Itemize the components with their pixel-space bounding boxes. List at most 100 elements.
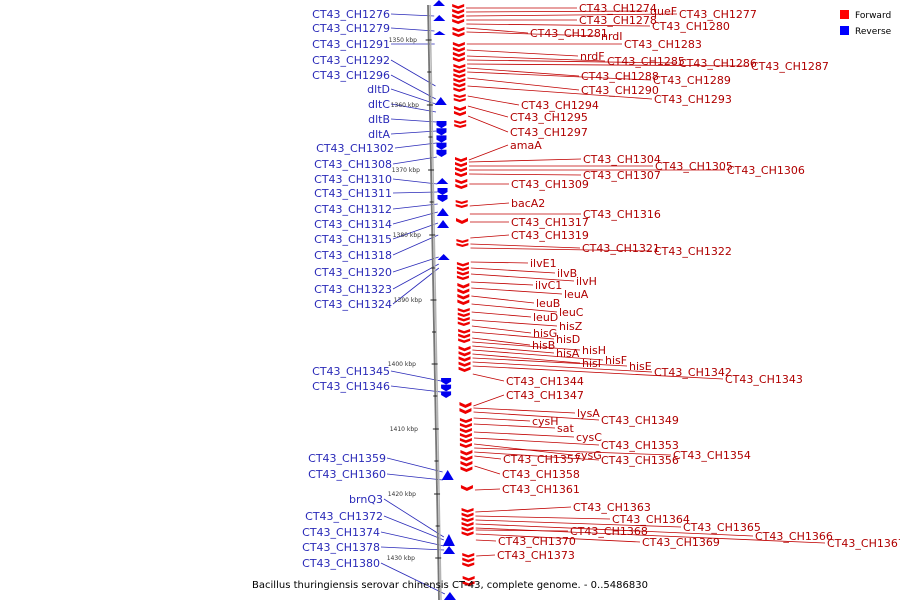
forward-gene-label: CT43_CH1317 — [511, 216, 589, 229]
forward-gene-glyph — [453, 111, 466, 116]
forward-gene-glyph — [453, 87, 466, 92]
forward-callout-line — [472, 373, 505, 382]
legend: Forward Reverse — [840, 10, 892, 37]
forward-gene-label: leuB — [536, 297, 560, 310]
reverse-gene-label: CT43_CH1324 — [314, 298, 392, 311]
scale-ticks: 1350 kbp 1360 kbp 1370 kbp 1380 kbp 1390 kbp… — [387, 37, 442, 562]
forward-gene-label: CT43_CH1295 — [510, 111, 588, 124]
forward-gene-glyph — [458, 351, 471, 357]
forward-gene-label: CT43_CH1305 — [655, 160, 733, 173]
forward-callout-line — [474, 455, 502, 460]
forward-gene-label: amaA — [510, 139, 542, 152]
reverse-gene-glyph — [437, 220, 450, 228]
forward-callout-line — [471, 319, 558, 327]
forward-gene-glyph — [460, 466, 473, 472]
forward-gene-label: nrdF — [580, 50, 605, 63]
forward-gene-label: CT43_CH1285 — [607, 55, 685, 68]
forward-callout-line — [472, 349, 604, 361]
forward-gene-glyph — [453, 106, 466, 111]
forward-gene-glyph — [460, 461, 473, 467]
reverse-gene-label: CT43_CH1279 — [312, 22, 390, 35]
reverse-gene-glyph — [436, 135, 447, 143]
forward-gene-glyph — [462, 581, 475, 586]
reverse-callout-line — [390, 118, 437, 123]
reverse-gene-label: CT43_CH1378 — [302, 541, 380, 554]
forward-gene-glyph — [457, 283, 470, 289]
forward-gene-glyph — [456, 266, 469, 271]
reverse-callout-line — [392, 222, 439, 240]
reverse-callout-line — [386, 473, 443, 481]
forward-callout-line — [470, 234, 510, 239]
forward-callout-line — [466, 55, 606, 62]
reverse-gene-glyph — [436, 178, 449, 184]
forward-gene-label: CT43_CH1367 — [827, 537, 900, 550]
forward-gene-glyph — [457, 321, 470, 326]
forward-callout-line — [475, 506, 572, 513]
forward-gene-label: hisB — [532, 339, 555, 352]
forward-gene-label: CT43_CH1321 — [582, 242, 660, 255]
forward-gene-glyph — [453, 73, 466, 78]
reverse-callout-line — [390, 130, 437, 135]
forward-callout-line — [472, 337, 531, 346]
reverse-gene-label: CT43_CH1314 — [314, 218, 392, 231]
forward-gene-glyph — [452, 42, 465, 47]
reverse-gene-label: CT43_CH1360 — [308, 468, 386, 481]
forward-callout-line — [476, 554, 496, 557]
forward-gene-label: CT43_CH1370 — [498, 535, 576, 548]
forward-gene-glyph — [456, 275, 469, 280]
forward-gene-glyph — [459, 402, 472, 408]
forward-gene-label: ilvH — [576, 275, 597, 288]
reverse-gene-glyph — [441, 378, 452, 385]
forward-gene-label: CT43_CH1306 — [727, 164, 805, 177]
legend-forward-swatch — [840, 10, 849, 19]
forward-gene-label: CT43_CH1319 — [511, 229, 589, 242]
forward-gene-label: CT43_CH1278 — [579, 14, 657, 27]
forward-callout-line — [473, 437, 600, 446]
reverse-gene-glyph — [441, 470, 454, 480]
forward-gene-label: CT43_CH1369 — [642, 536, 720, 549]
reverse-gene-glyph — [436, 208, 449, 216]
forward-callout-line — [471, 287, 563, 295]
forward-gene-label: CT43_CH1283 — [624, 38, 702, 51]
forward-gene-label: CT43_CH1294 — [521, 99, 599, 112]
forward-gene-label: hisG — [533, 327, 557, 340]
reverse-gene-label: dltA — [368, 128, 390, 141]
forward-gene-label: lysA — [577, 407, 600, 420]
forward-callout-line — [466, 31, 600, 37]
reverse-gene-glyph — [441, 384, 452, 392]
forward-callout-line — [467, 71, 652, 81]
forward-gene-label: ilvC1 — [535, 279, 562, 292]
genome-backbone — [427, 4, 442, 600]
forward-callout-line — [467, 85, 653, 100]
forward-callout-line — [470, 261, 529, 264]
scale-tick-label: 1430 kbp — [387, 555, 415, 562]
forward-gene-glyph — [456, 239, 469, 243]
reverse-callout-line — [392, 191, 438, 194]
forward-gene-label: nrdI — [601, 30, 623, 43]
forward-callout-line — [474, 451, 600, 461]
forward-gene-glyph — [457, 312, 470, 317]
forward-gene-label: CT43_CH1287 — [751, 60, 829, 73]
forward-gene-label: hisH — [582, 344, 606, 357]
forward-gene-glyph — [457, 317, 470, 322]
gene-glyphs — [432, 0, 475, 600]
forward-gene-glyph — [454, 167, 467, 172]
forward-callout-line — [471, 303, 558, 313]
forward-callout-line — [470, 273, 575, 282]
forward-gene-glyph — [459, 443, 472, 448]
reverse-callout-line — [386, 457, 443, 473]
forward-callout-line — [473, 417, 531, 422]
forward-callout-line — [466, 10, 649, 13]
reverse-callout-line — [392, 178, 438, 185]
reverse-callout-line — [392, 234, 439, 256]
forward-callout-line — [475, 515, 611, 520]
forward-gene-glyph — [453, 98, 466, 102]
forward-gene-label: hisD — [556, 333, 580, 346]
reverse-callout-line — [383, 498, 445, 538]
forward-gene-label: CT43_CH1344 — [506, 375, 584, 388]
reverse-gene-glyph — [436, 121, 447, 129]
forward-gene-label: CT43_CH1290 — [581, 84, 659, 97]
forward-callout-line — [474, 465, 501, 475]
forward-callout-line — [471, 295, 535, 304]
forward-callout-line — [470, 267, 556, 274]
